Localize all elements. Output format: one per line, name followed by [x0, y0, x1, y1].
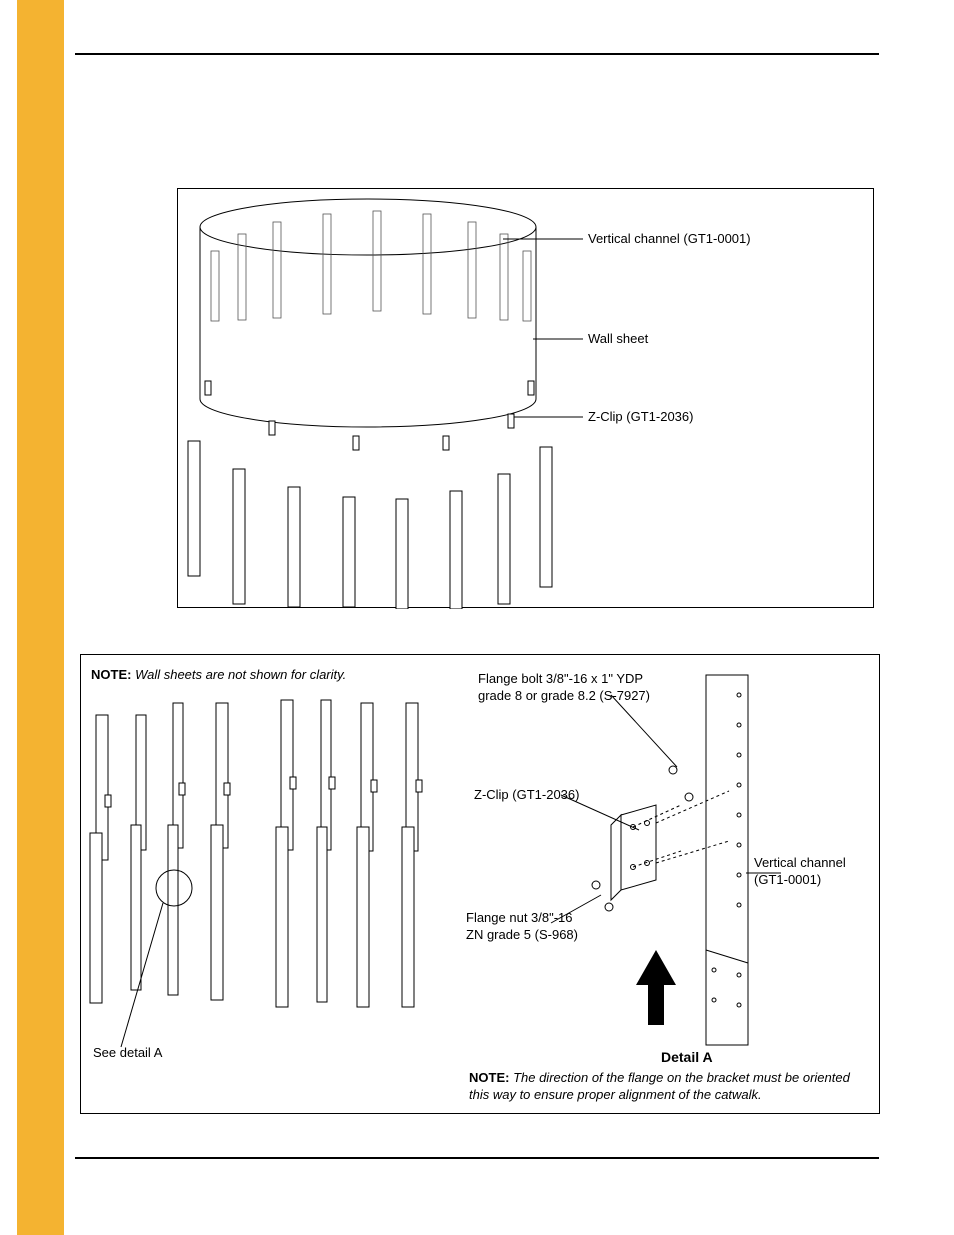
- label-vertical-channel-detail: Vertical channel (GT1-0001): [754, 855, 846, 889]
- figure1-drawing: [178, 189, 875, 609]
- label-flange-bolt: Flange bolt 3/8"-16 x 1" YDP grade 8 or …: [478, 671, 650, 705]
- sidebar-accent: [17, 0, 64, 1235]
- label-zclip-detail: Z-Clip (GT1-2036): [474, 787, 579, 804]
- label-zclip: Z-Clip (GT1-2036): [588, 409, 693, 426]
- vchannel-line2: (GT1-0001): [754, 872, 821, 887]
- flange-bolt-line2: grade 8 or grade 8.2 (S-7927): [478, 688, 650, 703]
- figure-box-1: Vertical channel (GT1-0001) Wall sheet Z…: [177, 188, 874, 608]
- vchannel-line1: Vertical channel: [754, 855, 846, 870]
- top-divider: [75, 53, 879, 55]
- note2-label: NOTE:: [469, 1070, 509, 1085]
- label-wall-sheet: Wall sheet: [588, 331, 648, 348]
- label-flange-nut: Flange nut 3/8"-16 ZN grade 5 (S-968): [466, 910, 578, 944]
- flange-nut-line1: Flange nut 3/8"-16: [466, 910, 573, 925]
- note2-text: The direction of the flange on the brack…: [469, 1070, 850, 1102]
- see-detail-a: See detail A: [93, 1045, 162, 1062]
- figure-box-2: NOTE: Wall sheets are not shown for clar…: [80, 654, 880, 1114]
- bottom-divider: [75, 1157, 879, 1159]
- detail-a-title: Detail A: [661, 1048, 713, 1066]
- label-vertical-channel: Vertical channel (GT1-0001): [588, 231, 751, 248]
- flange-nut-line2: ZN grade 5 (S-968): [466, 927, 578, 942]
- flange-bolt-line1: Flange bolt 3/8"-16 x 1" YDP: [478, 671, 643, 686]
- note-2: NOTE: The direction of the flange on the…: [469, 1070, 869, 1104]
